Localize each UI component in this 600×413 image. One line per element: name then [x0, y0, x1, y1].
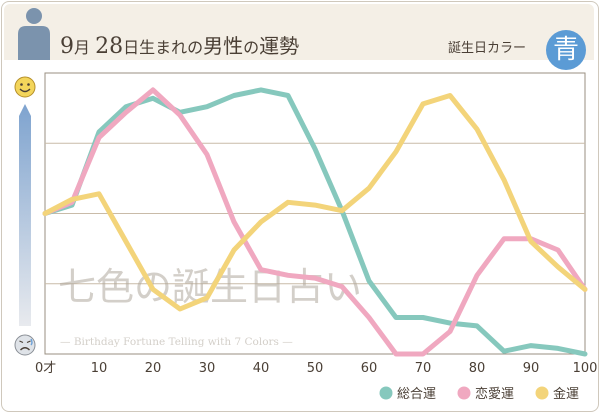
- person-silhouette-icon: [18, 8, 50, 60]
- x-tick-label-90: 90: [523, 361, 540, 376]
- legend-label-overall: 総合運: [397, 387, 436, 402]
- x-tick-label-70: 70: [415, 361, 432, 376]
- fortune-scale-bar: [19, 104, 31, 326]
- title-month-kanji: 月: [74, 38, 91, 57]
- birthday-color-badge: 青: [546, 30, 586, 70]
- page-title: 9月 28日生まれの男性の運勢: [60, 30, 299, 59]
- x-tick-label-50: 50: [307, 361, 324, 376]
- gridlines: [45, 142, 585, 285]
- series-line-2: [42, 87, 588, 357]
- x-tick-label-60: 60: [361, 361, 378, 376]
- legend: 総合運 恋愛運 金運: [379, 386, 579, 402]
- x-tick-label-100: 100: [573, 361, 598, 376]
- title-fortune-text: 運勢: [259, 34, 300, 58]
- x-axis-ticks: 0才 10 20 30 40 50 60 70 80 90 100: [35, 361, 597, 376]
- watermark-main: 七色の誕生日占い: [58, 265, 362, 309]
- sad-face-icon: [14, 334, 36, 356]
- series-line-3: [42, 93, 588, 312]
- x-tick-label-10: 10: [91, 361, 108, 376]
- title-date-number: 28: [95, 34, 124, 59]
- legend-label-love: 恋愛運: [475, 386, 514, 402]
- title-male-text: 男性: [203, 34, 244, 58]
- birthday-color-label: 誕生日カラー: [448, 41, 527, 56]
- title-no-text: の: [243, 38, 260, 57]
- watermark-sub: — Birthday Fortune Telling with 7 Colors…: [60, 336, 293, 348]
- legend-swatch-overall: [379, 386, 393, 400]
- x-tick-label-20: 20: [145, 361, 162, 376]
- x-tick-label-80: 80: [469, 361, 486, 376]
- title-month-number: 9: [60, 34, 74, 59]
- header-bar: [4, 4, 594, 60]
- smile-face-icon: [14, 76, 36, 98]
- x-tick-label-40: 40: [253, 361, 270, 376]
- series-layer: [42, 87, 588, 357]
- title-mid-text: 日生まれの: [123, 38, 204, 57]
- x-tick-label-30: 30: [199, 361, 216, 376]
- legend-swatch-money: [535, 386, 549, 400]
- legend-label-money: 金運: [553, 386, 579, 402]
- watermark: 七色の誕生日占い — Birthday Fortune Telling with…: [58, 265, 362, 348]
- legend-swatch-love: [457, 386, 471, 400]
- x-tick-label-0: 0才: [35, 361, 56, 376]
